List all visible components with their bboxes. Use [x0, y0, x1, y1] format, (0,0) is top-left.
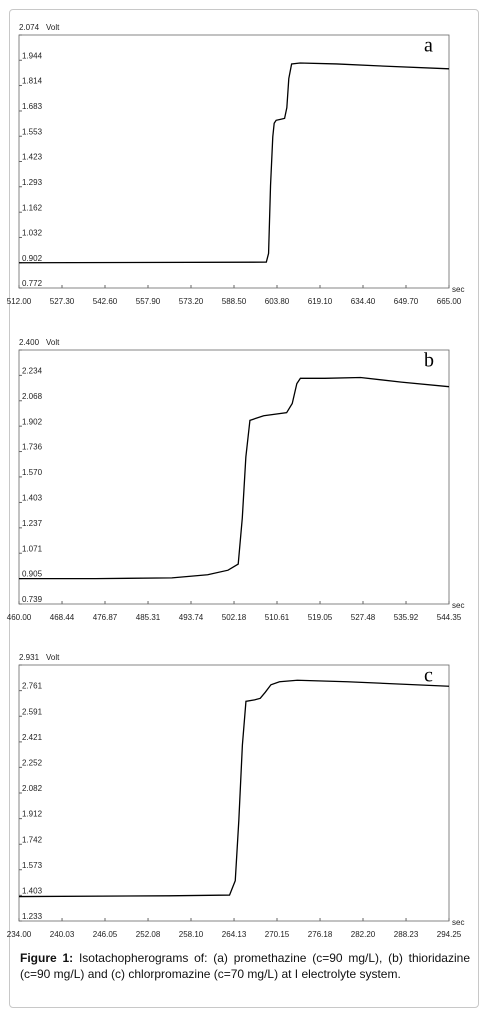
y-tick-label: 1.423: [22, 153, 43, 162]
x-tick-label: 276.18: [308, 930, 333, 939]
y-tick-label: 1.573: [22, 861, 43, 870]
y-tick-label: 1.736: [22, 443, 43, 452]
y-tick-label: 2.252: [22, 758, 43, 767]
x-tick-label: 294.25: [437, 930, 462, 939]
figure-frame: [9, 9, 479, 1008]
x-tick-label: 460.00: [7, 613, 32, 622]
x-tick-label: 634.40: [351, 297, 376, 306]
charts: 0.772 0.902 1.032 1.162 1.293 1.423 1.553 1.683…: [7, 23, 465, 939]
y-tick-label: 1.237: [22, 519, 43, 528]
y-tick-label: 1.570: [22, 468, 43, 477]
x-tick-label: 288.23: [394, 930, 419, 939]
y-tick-label: 1.912: [22, 810, 43, 819]
y-axis-label: Volt: [46, 338, 60, 347]
y-tick-label: 0.772: [22, 279, 43, 288]
x-tick-label: 588.50: [222, 297, 247, 306]
x-axis-label: sec: [452, 918, 464, 927]
data-line: [18, 679, 450, 898]
x-tick-label: 665.00: [437, 297, 462, 306]
x-tick-label: 649.70: [394, 297, 419, 306]
data-line: [19, 376, 450, 580]
y-tick-label: 2.761: [22, 682, 43, 691]
y-tick-label: 2.400: [19, 338, 40, 347]
x-tick-label: 246.05: [93, 930, 118, 939]
y-tick-label: 1.814: [22, 77, 43, 86]
x-tick-label: 557.90: [136, 297, 161, 306]
x-tick-label: 502.18: [222, 613, 247, 622]
y-tick-label: 1.742: [22, 835, 43, 844]
y-tick-label: 1.403: [22, 886, 43, 895]
y-tick-label: 2.421: [22, 733, 43, 742]
plot-frame: [18, 34, 450, 289]
y-tick-label: 1.293: [22, 178, 43, 187]
caption-text: Isotachopherograms of: (a) promethazine …: [20, 951, 470, 981]
y-tick-label: 1.032: [22, 229, 43, 238]
x-tick-label: 510.61: [265, 613, 290, 622]
x-tick-label: 485.31: [136, 613, 161, 622]
y-axis-label: Volt: [46, 653, 60, 662]
y-tick-label: 2.931: [19, 653, 40, 662]
y-tick-label: 1.683: [22, 102, 43, 111]
x-tick-label: 603.80: [265, 297, 290, 306]
x-tick-label: 264.13: [222, 930, 247, 939]
x-tick-label: 476.87: [93, 613, 118, 622]
y-tick-label: 1.403: [22, 494, 43, 503]
x-axis-label: sec: [452, 601, 464, 610]
x-tick-label: 252.08: [136, 930, 161, 939]
x-tick-label: 535.92: [394, 613, 419, 622]
x-tick-label: 270.15: [265, 930, 290, 939]
x-tick-label: 619.10: [308, 297, 333, 306]
y-tick-label: 2.591: [22, 707, 43, 716]
y-tick-label: 0.739: [22, 595, 43, 604]
x-tick-label: 527.48: [351, 613, 376, 622]
x-tick-label: 282.20: [351, 930, 376, 939]
y-tick-label: 1.162: [22, 203, 43, 212]
panel-letter: a: [424, 35, 433, 57]
y-tick-label: 2.082: [22, 784, 43, 793]
x-tick-label: 519.05: [308, 613, 333, 622]
x-tick-label: 544.35: [437, 613, 462, 622]
y-tick-label: 1.071: [22, 544, 43, 553]
y-axis-label: Volt: [46, 23, 60, 32]
x-tick-label: 573.20: [179, 297, 204, 306]
y-tick-label: 1.553: [22, 127, 43, 136]
x-tick-label: 258.10: [179, 930, 204, 939]
y-tick-label: 1.944: [22, 51, 43, 60]
x-tick-label: 542.60: [93, 297, 118, 306]
x-tick-label: 527.30: [50, 297, 75, 306]
data-line: [18, 62, 450, 264]
x-axis-label: sec: [452, 285, 464, 294]
y-tick-label: 1.902: [22, 417, 43, 426]
y-tick-label: 0.902: [22, 254, 43, 263]
caption-label: Figure 1:: [20, 951, 74, 965]
x-tick-label: 512.00: [7, 297, 32, 306]
x-tick-label: 234.00: [7, 930, 32, 939]
panel-letter: b: [424, 350, 434, 372]
panel-letter: c: [424, 665, 433, 687]
x-tick-label: 468.44: [50, 613, 75, 622]
y-tick-label: 2.074: [19, 23, 40, 32]
y-tick-label: 2.068: [22, 392, 43, 401]
y-tick-label: 2.234: [22, 366, 43, 375]
caption: Figure 1: Isotachopherograms of: (a) pro…: [20, 950, 470, 982]
y-tick-label: 1.233: [22, 912, 43, 921]
x-tick-label: 493.74: [179, 613, 204, 622]
x-tick-label: 240.03: [50, 930, 75, 939]
y-tick-label: 0.905: [22, 570, 43, 579]
